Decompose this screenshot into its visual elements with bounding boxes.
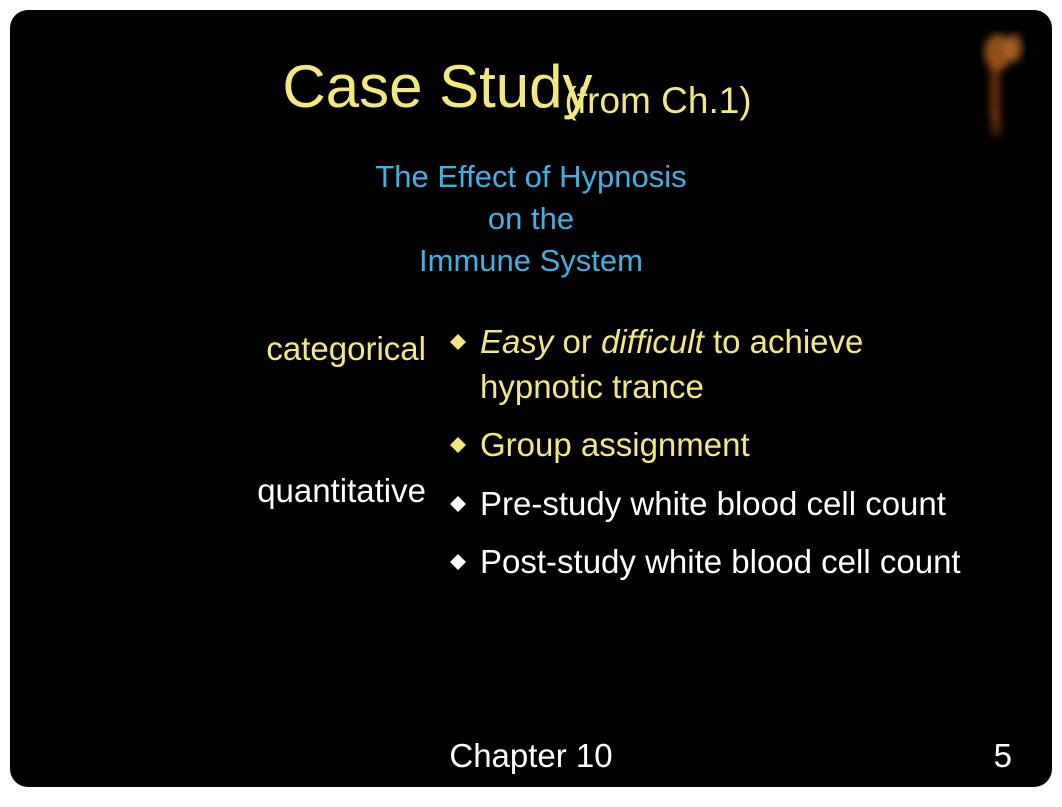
- label-quantitative: quantitative: [150, 472, 450, 510]
- subtitle-line3: Immune System: [419, 243, 643, 278]
- diamond-bullet-icon: [450, 554, 466, 570]
- subtitle-line1: The Effect of Hypnosis: [375, 159, 686, 194]
- slide: Case Study(from Ch.1) The Effect of Hypn…: [10, 10, 1052, 787]
- diamond-bullet-icon: [450, 437, 466, 453]
- labels-column: categorical quantitative: [150, 320, 450, 599]
- title-row: Case Study(from Ch.1): [10, 52, 1052, 121]
- bullets-column: Easy or difficult to achieve hypnotic tr…: [450, 320, 972, 599]
- label-categorical: categorical: [150, 330, 450, 368]
- title-sub: (from Ch.1): [565, 80, 752, 121]
- bullet-text: Post-study white blood cell count: [480, 540, 961, 585]
- bullet-item: Pre-study white blood cell count: [450, 482, 972, 527]
- footer-chapter: Chapter 10: [10, 737, 1052, 775]
- title-main: Case Study: [282, 53, 592, 120]
- bullet-easy: Easy: [480, 323, 553, 360]
- bullet-item: Easy or difficult to achieve hypnotic tr…: [450, 320, 972, 409]
- footer-page-number: 5: [994, 737, 1012, 775]
- bullet-item: Post-study white blood cell count: [450, 540, 972, 585]
- bullet-or: or: [553, 323, 601, 360]
- bullet-text: Pre-study white blood cell count: [480, 482, 946, 527]
- subtitle-line2: on the: [488, 201, 574, 236]
- bullet-text: Easy or difficult to achieve hypnotic tr…: [480, 320, 972, 409]
- content-area: categorical quantitative Easy or difficu…: [150, 320, 972, 599]
- bullet-text: Group assignment: [480, 423, 750, 468]
- diamond-bullet-icon: [450, 496, 466, 512]
- diamond-bullet-icon: [450, 334, 466, 350]
- bullet-difficult: difficult: [601, 323, 704, 360]
- bullet-item: Group assignment: [450, 423, 972, 468]
- subtitle: The Effect of Hypnosis on the Immune Sys…: [10, 156, 1052, 282]
